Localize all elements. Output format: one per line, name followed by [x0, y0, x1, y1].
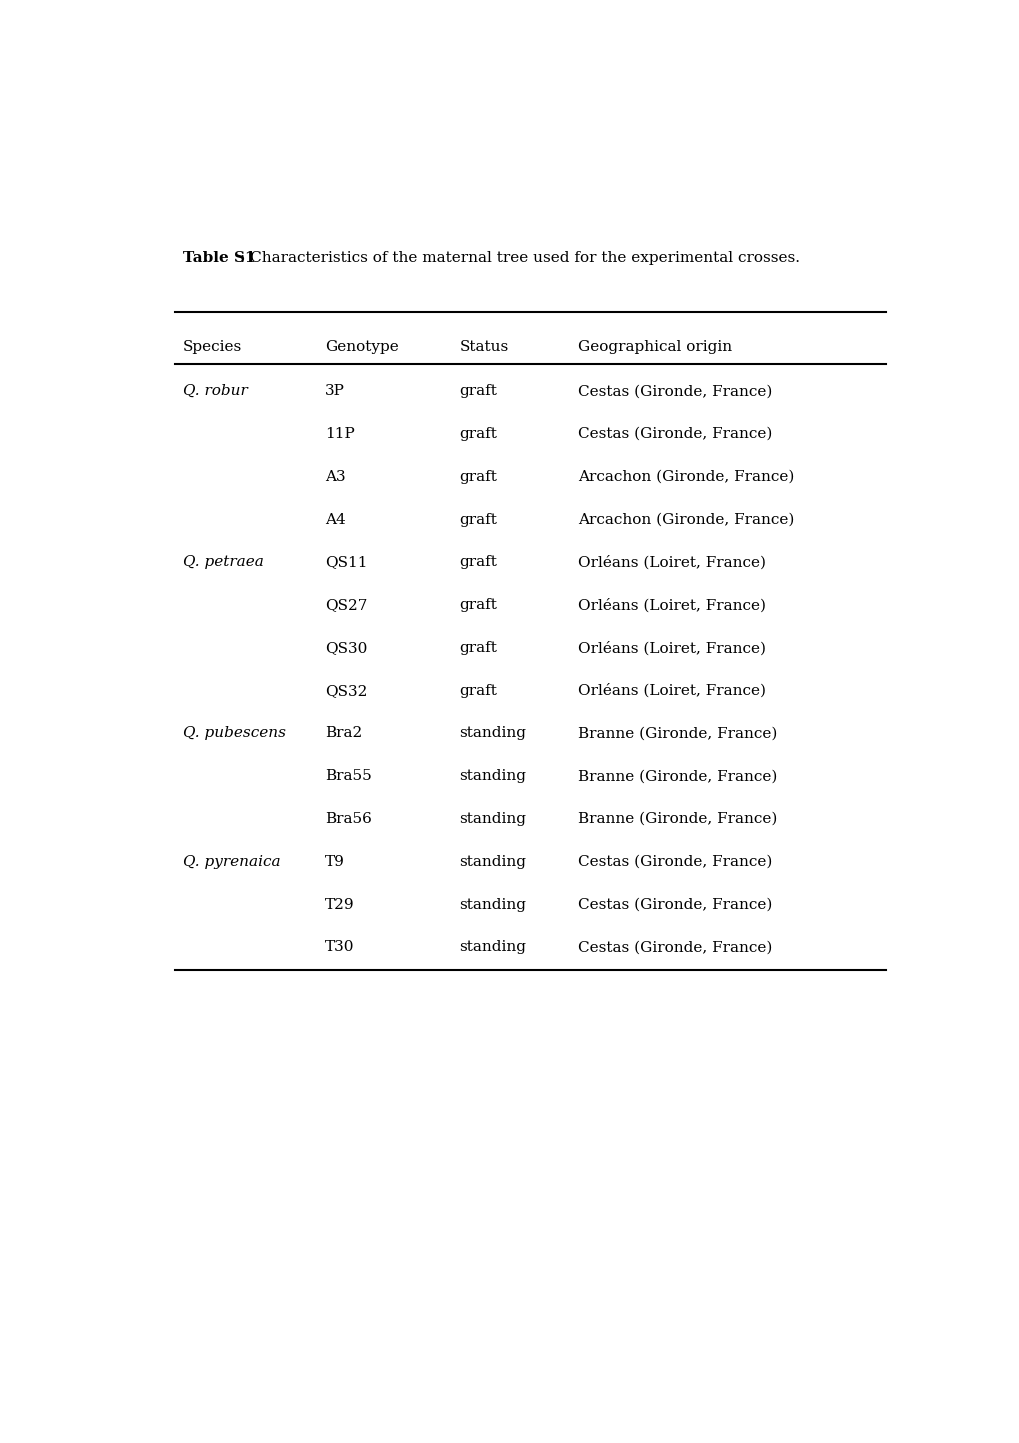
Text: T29: T29 — [325, 898, 355, 912]
Text: : Characteristics of the maternal tree used for the experimental crosses.: : Characteristics of the maternal tree u… — [239, 251, 799, 266]
Text: graft: graft — [459, 684, 497, 698]
Text: Bra2: Bra2 — [325, 726, 362, 740]
Text: Q. pyrenaica: Q. pyrenaica — [182, 854, 280, 869]
Text: Orléans (Loiret, France): Orléans (Loiret, France) — [578, 556, 765, 570]
Text: T9: T9 — [325, 854, 344, 869]
Text: Species: Species — [182, 341, 242, 354]
Text: Orléans (Loiret, France): Orléans (Loiret, France) — [578, 599, 765, 612]
Text: Q. petraea: Q. petraea — [182, 556, 264, 570]
Text: Cestas (Gironde, France): Cestas (Gironde, France) — [578, 854, 771, 869]
Text: Status: Status — [459, 341, 508, 354]
Text: Branne (Gironde, France): Branne (Gironde, France) — [578, 769, 776, 784]
Text: graft: graft — [459, 427, 497, 442]
Text: Orléans (Loiret, France): Orléans (Loiret, France) — [578, 684, 765, 698]
Text: standing: standing — [459, 898, 526, 912]
Text: Geographical origin: Geographical origin — [578, 341, 732, 354]
Text: Cestas (Gironde, France): Cestas (Gironde, France) — [578, 427, 771, 442]
Text: 3P: 3P — [325, 384, 344, 398]
Text: standing: standing — [459, 726, 526, 740]
Text: standing: standing — [459, 941, 526, 954]
Text: standing: standing — [459, 854, 526, 869]
Text: QS30: QS30 — [325, 641, 367, 655]
Text: Cestas (Gironde, France): Cestas (Gironde, France) — [578, 898, 771, 912]
Text: Branne (Gironde, France): Branne (Gironde, France) — [578, 812, 776, 825]
Text: Cestas (Gironde, France): Cestas (Gironde, France) — [578, 384, 771, 398]
Text: Bra55: Bra55 — [325, 769, 372, 784]
Text: 11P: 11P — [325, 427, 355, 442]
Text: graft: graft — [459, 384, 497, 398]
Text: A4: A4 — [325, 512, 345, 527]
Text: graft: graft — [459, 512, 497, 527]
Text: QS27: QS27 — [325, 599, 367, 612]
Text: QS11: QS11 — [325, 556, 367, 570]
Text: standing: standing — [459, 769, 526, 784]
Text: Table S1: Table S1 — [182, 251, 255, 266]
Text: Arcachon (Gironde, France): Arcachon (Gironde, France) — [578, 470, 794, 483]
Text: QS32: QS32 — [325, 684, 367, 698]
Text: T30: T30 — [325, 941, 355, 954]
Text: Bra56: Bra56 — [325, 812, 372, 825]
Text: graft: graft — [459, 599, 497, 612]
Text: Orléans (Loiret, France): Orléans (Loiret, France) — [578, 641, 765, 655]
Text: A3: A3 — [325, 470, 345, 483]
Text: Q. pubescens: Q. pubescens — [182, 726, 285, 740]
Text: graft: graft — [459, 556, 497, 570]
Text: graft: graft — [459, 641, 497, 655]
Text: standing: standing — [459, 812, 526, 825]
Text: Genotype: Genotype — [325, 341, 398, 354]
Text: Cestas (Gironde, France): Cestas (Gironde, France) — [578, 941, 771, 954]
Text: graft: graft — [459, 470, 497, 483]
Text: Arcachon (Gironde, France): Arcachon (Gironde, France) — [578, 512, 794, 527]
Text: Branne (Gironde, France): Branne (Gironde, France) — [578, 726, 776, 740]
Text: Q. robur: Q. robur — [182, 384, 248, 398]
